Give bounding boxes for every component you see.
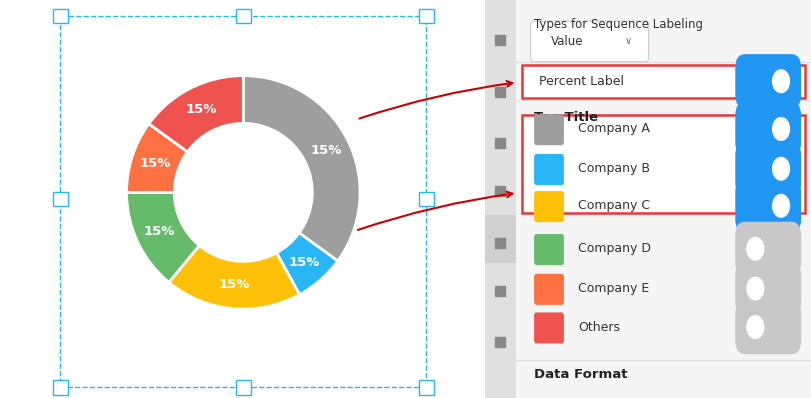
Wedge shape	[127, 192, 200, 282]
Polygon shape	[236, 380, 251, 395]
FancyBboxPatch shape	[534, 114, 564, 145]
FancyBboxPatch shape	[736, 222, 801, 276]
Text: 15%: 15%	[311, 144, 341, 157]
Circle shape	[773, 117, 789, 140]
FancyBboxPatch shape	[736, 142, 801, 196]
Polygon shape	[419, 380, 434, 395]
Circle shape	[747, 277, 764, 300]
FancyBboxPatch shape	[534, 274, 564, 305]
FancyBboxPatch shape	[534, 312, 564, 343]
Wedge shape	[277, 233, 337, 295]
Text: Tag Title: Tag Title	[534, 111, 598, 124]
Bar	[521, 65, 805, 98]
Polygon shape	[53, 9, 67, 23]
Bar	[521, 115, 805, 213]
Wedge shape	[169, 246, 299, 309]
Wedge shape	[243, 76, 360, 261]
FancyBboxPatch shape	[736, 179, 801, 233]
FancyBboxPatch shape	[530, 21, 649, 62]
Text: Value: Value	[551, 35, 584, 48]
Text: Company C: Company C	[577, 199, 650, 212]
Text: Data Format: Data Format	[534, 368, 627, 381]
Polygon shape	[53, 192, 67, 206]
FancyBboxPatch shape	[736, 102, 801, 156]
Polygon shape	[53, 380, 67, 395]
Text: Company E: Company E	[577, 282, 649, 295]
Text: Types for Sequence Labeling: Types for Sequence Labeling	[534, 18, 702, 31]
Circle shape	[773, 70, 789, 93]
Text: 15%: 15%	[219, 278, 251, 291]
FancyBboxPatch shape	[534, 191, 564, 222]
Text: 15%: 15%	[144, 225, 175, 238]
FancyBboxPatch shape	[736, 300, 801, 354]
Wedge shape	[149, 76, 243, 152]
FancyBboxPatch shape	[534, 234, 564, 265]
Text: Company A: Company A	[577, 123, 650, 135]
Circle shape	[773, 194, 789, 217]
Text: Percent Label: Percent Label	[539, 75, 624, 88]
Polygon shape	[236, 9, 251, 23]
Bar	[485, 215, 516, 263]
FancyBboxPatch shape	[736, 54, 801, 108]
Text: Company D: Company D	[577, 242, 650, 255]
Polygon shape	[419, 192, 434, 206]
FancyBboxPatch shape	[736, 261, 801, 316]
Text: ∨: ∨	[625, 36, 632, 47]
Circle shape	[747, 316, 764, 339]
Text: Company B: Company B	[577, 162, 650, 175]
Polygon shape	[419, 9, 434, 23]
Text: 15%: 15%	[139, 157, 170, 170]
Text: Others: Others	[577, 321, 620, 334]
Wedge shape	[127, 124, 187, 192]
Text: 15%: 15%	[289, 256, 320, 269]
Circle shape	[773, 157, 789, 180]
Text: 15%: 15%	[186, 103, 217, 116]
Circle shape	[747, 237, 764, 260]
FancyBboxPatch shape	[534, 154, 564, 185]
